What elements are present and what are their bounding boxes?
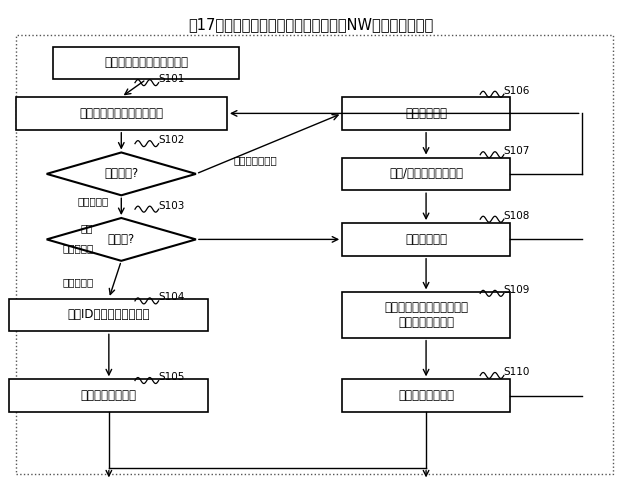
Text: 下りデータ: 下りデータ bbox=[62, 243, 93, 253]
Text: 自局IDをデータ内に付加: 自局IDをデータ内に付加 bbox=[68, 308, 150, 322]
Text: イベント?: イベント? bbox=[104, 167, 139, 180]
Bar bbox=[342, 223, 510, 256]
Text: 次のイベントまでスリープ: 次のイベントまでスリープ bbox=[79, 107, 164, 120]
Bar bbox=[9, 379, 208, 412]
Polygon shape bbox=[47, 218, 196, 261]
Bar bbox=[9, 298, 208, 332]
Text: ネットワーク接続状態遷移: ネットワーク接続状態遷移 bbox=[104, 56, 188, 70]
Text: S109: S109 bbox=[504, 285, 530, 295]
Text: 上りデータ: 上りデータ bbox=[62, 277, 93, 287]
Text: パケット生成: パケット生成 bbox=[405, 107, 447, 120]
Text: あて先?: あて先? bbox=[108, 233, 135, 246]
Bar bbox=[53, 47, 239, 80]
Text: S102: S102 bbox=[159, 135, 185, 145]
Text: S105: S105 bbox=[159, 372, 185, 382]
Text: 上位層へ転送: 上位層へ転送 bbox=[405, 233, 447, 246]
Text: データ受信: データ受信 bbox=[78, 196, 109, 206]
Bar bbox=[342, 292, 510, 338]
Text: S101: S101 bbox=[159, 74, 185, 84]
Bar bbox=[342, 157, 510, 191]
Bar bbox=[342, 379, 510, 412]
Text: 上り/下りバッファ登録: 上り/下りバッファ登録 bbox=[389, 167, 463, 180]
Text: S107: S107 bbox=[504, 146, 530, 156]
Text: S110: S110 bbox=[504, 367, 530, 377]
Text: データ内のルート情報から
次のあて先を取得: データ内のルート情報から 次のあて先を取得 bbox=[384, 301, 468, 329]
Text: 送信データ発生: 送信データ発生 bbox=[233, 155, 277, 165]
Text: 上りバッファ登録: 上りバッファ登録 bbox=[81, 389, 137, 402]
Text: S104: S104 bbox=[159, 292, 185, 302]
Text: 下りバッファ登録: 下りバッファ登録 bbox=[398, 389, 454, 402]
Bar bbox=[16, 97, 227, 130]
Text: S103: S103 bbox=[159, 201, 185, 211]
Text: S108: S108 bbox=[504, 211, 530, 221]
Polygon shape bbox=[47, 152, 196, 195]
Bar bbox=[342, 97, 510, 130]
Text: S106: S106 bbox=[504, 86, 530, 96]
Text: 図17　ネットワーク接続状態におけるNW制御部の動作例: 図17 ネットワーク接続状態におけるNW制御部の動作例 bbox=[188, 18, 434, 33]
Text: 自局: 自局 bbox=[81, 223, 93, 233]
Bar bbox=[16, 35, 613, 474]
